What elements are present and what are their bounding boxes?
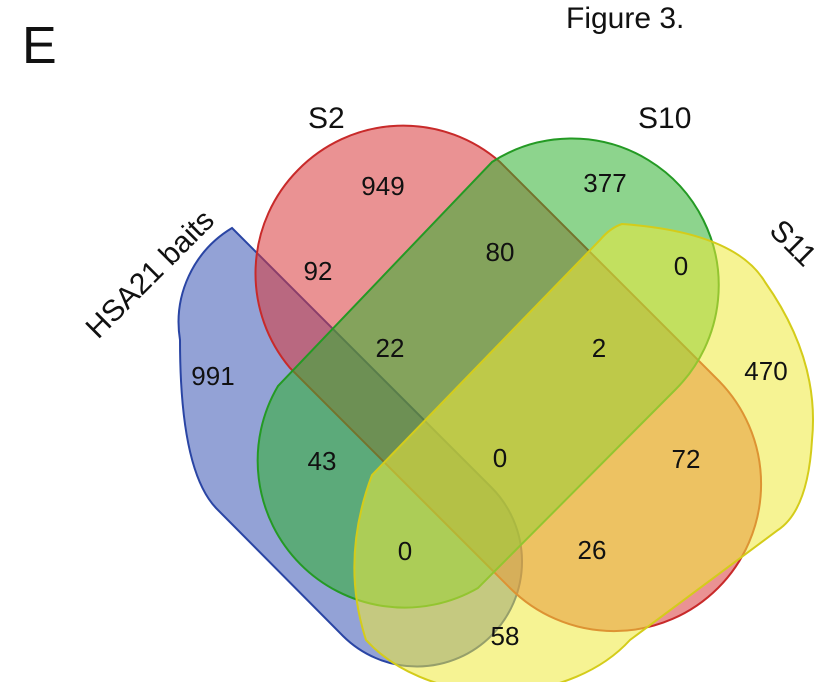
set-label-s2: S2 <box>308 102 345 135</box>
region-s2-s10: 80 <box>486 237 515 267</box>
region-counts: 991 949 377 470 92 80 0 22 2 43 0 72 0 2… <box>191 168 787 651</box>
set-label-s11: S11 <box>763 214 818 274</box>
region-hsa21-s10: 43 <box>308 446 337 476</box>
region-s2-s10-s11: 2 <box>592 333 606 363</box>
region-hsa21-only: 991 <box>191 361 234 391</box>
region-all-four: 0 <box>493 443 507 473</box>
figure-caption: Figure 3. <box>566 2 684 35</box>
region-hsa21-s11: 58 <box>491 621 520 651</box>
region-hsa21-s2-s11: 26 <box>578 535 607 565</box>
region-s10-only: 377 <box>583 168 626 198</box>
set-label-s10: S10 <box>638 102 691 135</box>
region-s2-only: 949 <box>361 171 404 201</box>
panel-letter: E <box>22 17 57 75</box>
region-s10-s11: 0 <box>674 251 688 281</box>
region-hsa21-s2: 92 <box>304 256 333 286</box>
region-hsa21-s2-s10: 22 <box>376 333 405 363</box>
venn-sets <box>177 124 814 682</box>
region-s11-only: 470 <box>744 356 787 386</box>
region-s2-s11: 72 <box>672 444 701 474</box>
region-hsa21-s10-s11: 0 <box>398 536 412 566</box>
set-s11-shape <box>353 222 814 682</box>
